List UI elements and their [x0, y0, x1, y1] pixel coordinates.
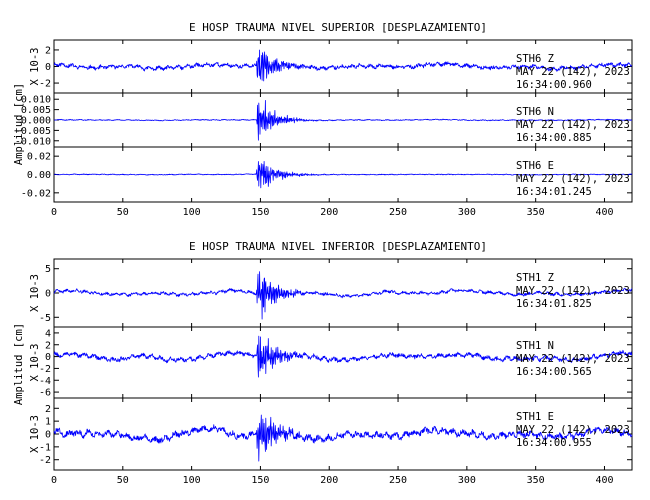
- upper-panel-sth6-z-date-label: MAY 22 (142), 2023: [516, 66, 630, 78]
- y-tick-label: 1: [45, 417, 51, 428]
- y-tick-label: -2: [39, 455, 51, 466]
- x-tick-label: 200: [320, 475, 338, 486]
- lower-panel-sth1-e-scale-label: X 10-3: [29, 415, 41, 453]
- upper-panel-sth6-n-date-label: MAY 22 (142), 2023: [516, 119, 630, 131]
- x-tick-label: 150: [251, 207, 269, 218]
- upper-panel-sth6-z-station-label: STH6 Z: [516, 53, 554, 65]
- y-tick-label: -1: [39, 442, 51, 453]
- lower-panel-sth1-n-time-label: 16:34:00.565: [516, 366, 592, 378]
- y-tick-label: -0.005: [15, 126, 51, 137]
- x-tick-label: 100: [183, 207, 201, 218]
- y-tick-label: 2: [45, 45, 51, 56]
- upper-panel-sth6-z-time-label: 16:34:00.960: [516, 79, 592, 91]
- x-tick-label: 250: [389, 475, 407, 486]
- y-tick-label: 0: [45, 62, 51, 73]
- upper-panel-sth6-e-waveform: [54, 161, 633, 189]
- upper-panel-sth6-z-scale-label: X 10-3: [29, 48, 41, 86]
- lower-panel-sth1-n-date-label: MAY 22 (142), 2023: [516, 353, 630, 365]
- lower-panel-sth1-e-waveform: [53, 414, 633, 462]
- x-tick-label: 0: [51, 475, 57, 486]
- x-tick-label: 200: [320, 207, 338, 218]
- lower-panel-sth1-z-waveform: [53, 271, 633, 320]
- lower-panel-sth1-z-date-label: MAY 22 (142), 2023: [516, 285, 630, 297]
- y-axis-label-lower: Amplitud [cm]: [13, 323, 25, 405]
- x-tick-label: 300: [458, 207, 476, 218]
- upper-panel-sth6-z-waveform: [53, 49, 632, 82]
- chart-title-lower: E HOSP TRAUMA NIVEL INFERIOR [DESPLAZAMI…: [189, 240, 487, 253]
- y-tick-label: -2: [39, 79, 51, 90]
- y-tick-label: -5: [39, 313, 51, 324]
- upper-panel-sth6-e-time-label: 16:34:01.245: [516, 186, 592, 198]
- x-tick-label: 350: [527, 475, 545, 486]
- x-tick-label: 0: [51, 207, 57, 218]
- upper-panel-sth6-e-date-label: MAY 22 (142), 2023: [516, 173, 630, 185]
- lower-panel-sth1-n-station-label: STH1 N: [516, 340, 554, 352]
- lower-panel-sth1-e-station-label: STH1 E: [516, 411, 554, 423]
- y-tick-label: 0: [45, 289, 51, 300]
- lower-panel-sth1-e-date-label: MAY 22 (142), 2023: [516, 424, 630, 436]
- y-tick-label: 0: [45, 352, 51, 363]
- y-tick-label: 2: [45, 340, 51, 351]
- y-tick-label: 0.000: [21, 116, 51, 127]
- y-tick-label: -6: [39, 388, 51, 399]
- y-tick-label: 0.005: [21, 105, 51, 116]
- y-tick-label: 4: [45, 328, 51, 339]
- y-tick-label: 0.010: [21, 95, 51, 106]
- x-tick-label: 50: [117, 207, 129, 218]
- upper-panel-sth6-n-time-label: 16:34:00.885: [516, 132, 592, 144]
- x-tick-label: 50: [117, 475, 129, 486]
- x-tick-label: 400: [595, 475, 613, 486]
- y-tick-label: 0.00: [27, 170, 51, 181]
- upper-panel-sth6-e-station-label: STH6 E: [516, 160, 554, 172]
- x-tick-label: 100: [183, 475, 201, 486]
- lower-panel-sth1-z-time-label: 16:34:01.825: [516, 298, 592, 310]
- lower-panel-sth1-z-station-label: STH1 Z: [516, 272, 554, 284]
- y-tick-label: -2: [39, 364, 51, 375]
- y-tick-label: 0.02: [27, 152, 51, 163]
- x-tick-label: 400: [595, 207, 613, 218]
- x-tick-label: 150: [251, 475, 269, 486]
- lower-panel-sth1-z-scale-label: X 10-3: [29, 274, 41, 312]
- y-tick-label: 2: [45, 404, 51, 415]
- lower-panel-sth1-n-scale-label: X 10-3: [29, 344, 41, 382]
- y-tick-label: 0: [45, 430, 51, 441]
- y-tick-label: -0.02: [21, 188, 51, 199]
- x-tick-label: 250: [389, 207, 407, 218]
- x-tick-label: 350: [527, 207, 545, 218]
- lower-panel-sth1-n-waveform: [53, 335, 633, 378]
- y-tick-label: -4: [39, 376, 51, 387]
- upper-panel-sth6-n-station-label: STH6 N: [516, 106, 554, 118]
- x-tick-label: 300: [458, 475, 476, 486]
- lower-panel-sth1-e-time-label: 16:34:00.955: [516, 437, 592, 449]
- upper-panel-sth6-n-waveform: [53, 100, 633, 141]
- y-tick-label: 5: [45, 264, 51, 275]
- y-tick-label: -0.010: [15, 136, 51, 147]
- chart-title-upper: E HOSP TRAUMA NIVEL SUPERIOR [DESPLAZAMI…: [189, 21, 487, 34]
- y-axis-label-upper: Amplitud [cm]: [13, 83, 25, 165]
